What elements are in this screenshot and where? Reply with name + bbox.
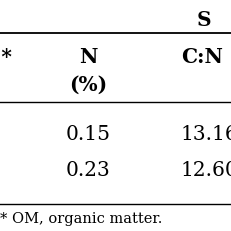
Text: * OM, organic matter.: * OM, organic matter.: [0, 211, 162, 225]
Text: 0.15: 0.15: [65, 125, 110, 143]
Text: 0.23: 0.23: [66, 160, 110, 179]
Text: (%): (%): [69, 74, 107, 94]
Text: S: S: [196, 10, 211, 30]
Text: N: N: [79, 47, 97, 67]
Text: C:N: C:N: [180, 47, 222, 67]
Text: 13.16: 13.16: [180, 125, 231, 143]
Text: M *: M *: [0, 47, 12, 67]
Text: 12.60: 12.60: [180, 160, 231, 179]
